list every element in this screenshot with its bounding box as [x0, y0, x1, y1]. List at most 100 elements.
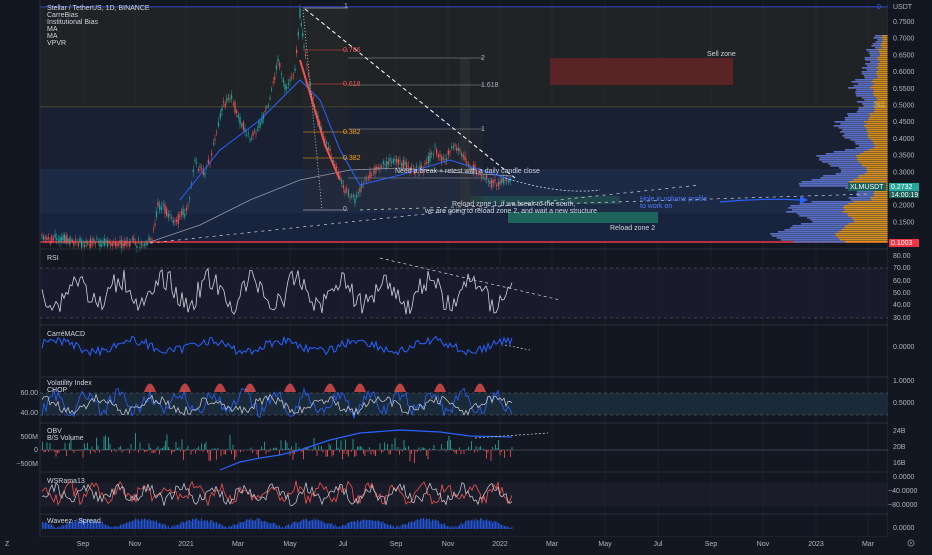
- obv-bar: [135, 433, 136, 450]
- waveez-bar: [447, 526, 448, 529]
- waveez-bar: [471, 520, 472, 529]
- indicator-label-1[interactable]: CarreBias: [47, 12, 79, 19]
- obv-bar: [120, 446, 121, 450]
- candle-body: [164, 204, 165, 213]
- vpvr-bar-buy: [864, 99, 877, 101]
- candle-body: [369, 171, 370, 178]
- candle-body: [443, 158, 444, 160]
- waveez-title[interactable]: Waveez - Spread: [47, 518, 101, 525]
- obv-bar: [131, 444, 132, 450]
- waveez-bar: [504, 526, 505, 529]
- candle-body: [336, 166, 337, 168]
- corner-left-label[interactable]: Z: [5, 541, 10, 548]
- waveez-bar: [399, 527, 400, 529]
- bs-volume-title[interactable]: B/S Volume: [47, 435, 84, 442]
- waveez-bar: [162, 525, 163, 529]
- indicator-label-5[interactable]: VPVR: [47, 40, 66, 47]
- main-pane[interactable]: Sell zone Need a brea: [40, 3, 888, 253]
- vpvr-bar-buy: [770, 233, 835, 235]
- waveez-bar: [234, 525, 235, 529]
- candle-body: [393, 159, 394, 163]
- candle-body: [59, 237, 60, 242]
- obv-bar: [282, 449, 283, 450]
- vpvr-bar-buy: [813, 221, 854, 223]
- waveez-bar: [428, 519, 429, 529]
- volatility-title[interactable]: Volatility Index: [47, 380, 92, 387]
- waveez-bar: [309, 521, 310, 529]
- obv-bar: [497, 448, 498, 450]
- obv-bar: [110, 444, 111, 450]
- waveez-bar: [488, 521, 489, 529]
- obv-bar: [140, 443, 141, 450]
- waveez-bar: [218, 524, 219, 529]
- waveez-bar: [347, 523, 348, 529]
- waveez-bar: [386, 524, 387, 529]
- macd-title[interactable]: CarréMACD: [47, 331, 85, 338]
- candle-body: [225, 104, 226, 108]
- candle-body: [411, 165, 412, 166]
- vpvr-bar-buy: [847, 113, 869, 115]
- obv-bar: [227, 449, 228, 450]
- waveez-bar: [495, 522, 496, 529]
- time-label: Mar: [862, 541, 875, 548]
- candle-body: [448, 150, 449, 154]
- rsi-title[interactable]: RSI: [47, 255, 59, 262]
- waveez-bar: [104, 525, 105, 529]
- waveez-bar: [312, 520, 313, 529]
- obv-title[interactable]: OBV: [47, 428, 62, 435]
- waveez-bar: [191, 521, 192, 529]
- obv-bar: [143, 449, 144, 450]
- waveez-bar: [276, 525, 277, 529]
- obv-bar: [410, 450, 411, 461]
- candle-body: [438, 155, 439, 158]
- indicator-label-2[interactable]: Institutional Bias: [47, 19, 98, 26]
- obv-bar: [444, 449, 445, 450]
- waveez-bar: [296, 521, 297, 529]
- obv-bar: [54, 450, 55, 452]
- obv-bar: [419, 447, 420, 450]
- candle-body: [239, 117, 240, 124]
- vpvr-bar-buy: [800, 185, 849, 187]
- waveez-bar: [491, 521, 492, 529]
- indicator-label-4[interactable]: MA: [47, 33, 58, 40]
- candle-body: [294, 69, 295, 71]
- chart-title[interactable]: Stellar / TetherUS, 1D, BINANCE: [47, 5, 150, 12]
- waveez-bar: [216, 522, 217, 529]
- obv-bar: [375, 450, 376, 456]
- chop-title[interactable]: CHOP: [47, 387, 68, 394]
- obv-bar: [315, 447, 316, 450]
- waveez-bar: [501, 525, 502, 529]
- wsrama-title[interactable]: WSRama13: [47, 478, 85, 485]
- candle-body: [87, 243, 88, 244]
- obv-bar: [258, 450, 259, 459]
- candle-body: [260, 123, 261, 124]
- waveez-bar: [314, 519, 315, 529]
- obv-bar: [347, 450, 348, 454]
- vpvr-bar-buy: [875, 47, 882, 49]
- obv-bar: [414, 450, 415, 463]
- waveez-bar: [173, 525, 174, 529]
- vpvr-bar-buy: [854, 85, 873, 87]
- price-label: 0.5000: [893, 103, 915, 110]
- waveez-bar: [470, 521, 471, 529]
- candle-body: [115, 242, 116, 246]
- vpvr-bar-buy: [811, 179, 853, 181]
- vpvr-bar-buy: [867, 65, 878, 67]
- waveez-bar: [273, 523, 274, 529]
- indicator-label-3[interactable]: MA: [47, 26, 58, 33]
- waveez-bar: [408, 522, 409, 529]
- candle-body: [451, 147, 452, 148]
- vpvr-bar-buy: [772, 235, 836, 237]
- rsi-axis-70: 70.00: [893, 265, 911, 272]
- obv-left-axis-0: 0: [34, 447, 38, 454]
- candle-body: [196, 162, 197, 163]
- waveez-bar: [243, 522, 244, 529]
- obv-bar: [372, 450, 373, 451]
- vpvr-bar-buy: [858, 109, 874, 111]
- candle-body: [41, 235, 42, 236]
- candle-body: [456, 148, 457, 151]
- break-retest-label: Need a break + retest with a daily candl…: [395, 168, 540, 175]
